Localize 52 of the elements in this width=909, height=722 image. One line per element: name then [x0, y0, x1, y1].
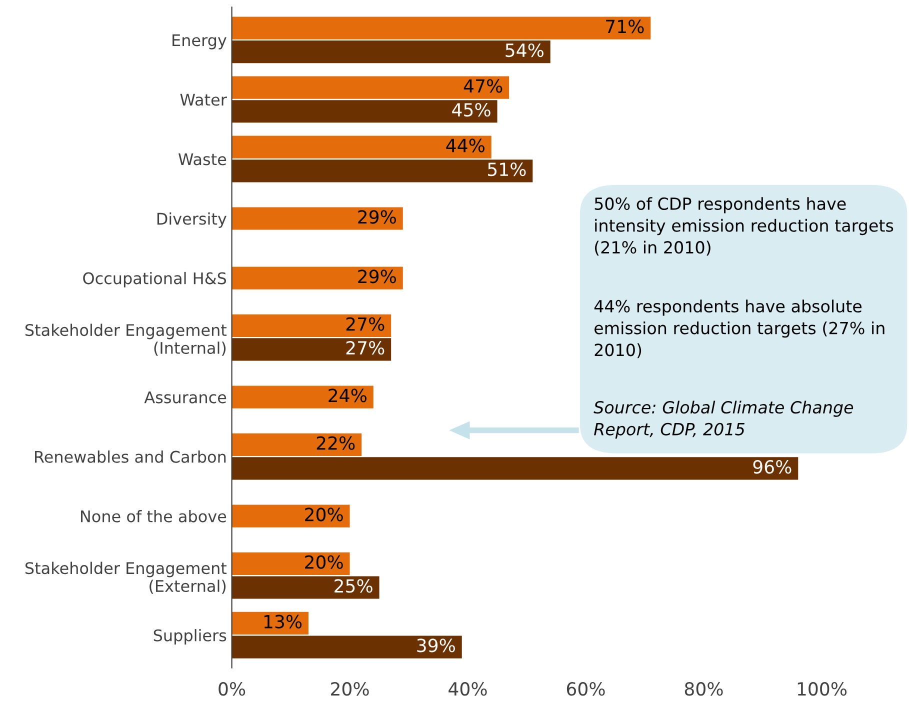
x-tick-label: 20% [331, 682, 369, 696]
bar [232, 457, 798, 480]
x-tick-label: 0% [218, 682, 246, 696]
bar [232, 314, 392, 337]
bar [232, 552, 350, 576]
y-tick-label: Energy [172, 34, 226, 50]
x-tick-label: 60% [566, 682, 605, 696]
y-tick-label: Stakeholder Engagement (External) [25, 562, 227, 594]
data-label: 45% [452, 102, 490, 117]
y-tick-label: Suppliers [154, 629, 226, 645]
bar [232, 76, 510, 99]
data-label: 20% [305, 508, 343, 522]
bar [232, 433, 362, 456]
data-label: 71% [606, 20, 644, 34]
x-tick-label: 40% [448, 682, 487, 696]
y-tick-label: None of the above [81, 510, 226, 522]
annotation: 44% respondents have absolute emission reduction targets (27% in 2010) [594, 300, 884, 358]
x-tick-label: 100% [798, 682, 847, 696]
data-label: 54% [506, 43, 544, 58]
bar [232, 100, 498, 123]
y-tick-label: Water [180, 94, 227, 106]
bar [232, 136, 492, 158]
y-tick-label: Waste [178, 153, 226, 166]
y-tick-label: Occupational H&S [83, 272, 226, 288]
data-label: 47% [464, 79, 502, 93]
y-tick-label: Diversity [157, 212, 226, 228]
data-label: 44% [446, 138, 484, 152]
y-tick-label: Renewables and Carbon [35, 450, 226, 463]
bar [232, 40, 550, 64]
data-label: 27% [346, 341, 384, 355]
data-label: 25% [334, 579, 372, 593]
data-label: 96% [753, 460, 792, 474]
data-label: 51% [488, 162, 526, 176]
data-label: 27% [346, 317, 384, 331]
bar [232, 16, 651, 40]
bar [232, 338, 392, 361]
bar [232, 636, 462, 658]
y-tick-label: Stakeholder Engagement (Internal) [25, 324, 227, 356]
bar [232, 576, 380, 599]
data-label: 13% [264, 614, 302, 628]
annotation: Source: Global Climate Change Report, CDP, 2015 [594, 400, 854, 439]
y-tick-label: Assurance [144, 391, 226, 404]
data-label: 22% [316, 436, 355, 450]
bar [232, 612, 308, 635]
x-tick-label: 80% [684, 682, 723, 696]
bar [232, 160, 533, 182]
data-label: 24% [328, 388, 366, 402]
data-label: 20% [305, 555, 343, 569]
data-label: 39% [417, 638, 455, 652]
data-label: 29% [358, 210, 396, 224]
annotation: 50% of CDP respondents have intensity emission reduction targets (21% in 2010) [594, 197, 894, 256]
data-label: 29% [358, 270, 396, 284]
